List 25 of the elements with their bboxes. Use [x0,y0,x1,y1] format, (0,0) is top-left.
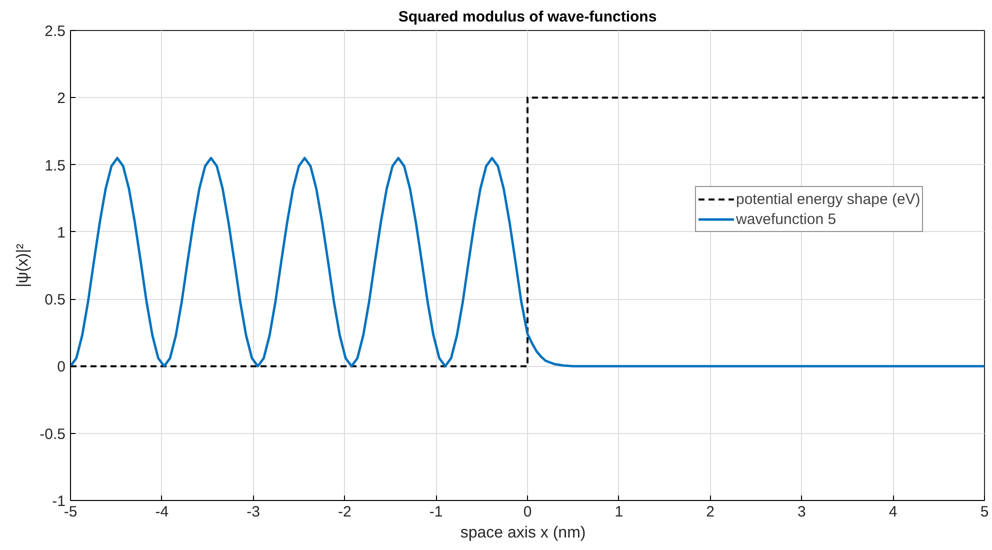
x-tick-label: -2 [338,504,352,520]
x-tick-label: 2 [706,504,714,520]
y-tick-label: 1 [57,224,66,242]
y-axis-title: |ψ(x)|² [14,242,32,288]
y-tick-label: -0.5 [40,426,66,443]
y-tick-label: 2.5 [44,23,66,40]
x-tick-label: 0 [523,504,532,520]
x-tick-label: -1 [429,504,443,520]
legend-label: wavefunction 5 [736,210,836,228]
y-tick-label: 2 [57,90,66,108]
y-tick-label: -1 [52,493,66,510]
line-series [70,156,984,368]
y-tick-label: 0.5 [44,292,66,309]
x-tick-label: -3 [246,504,260,520]
x-tick-label: 5 [980,504,989,520]
legend-label: potential energy shape (eV) [736,190,920,208]
chart-title: Squared modulus of wave-functions [398,8,657,26]
y-tick-label: 1.5 [44,157,66,174]
y-tick-label: 0 [57,358,66,376]
x-tick-label: -4 [155,504,169,520]
x-axis-title: space axis x (nm) [460,524,586,542]
x-tick-label: 3 [798,504,806,520]
x-tick-label: -5 [64,504,78,520]
x-tick-label: 1 [614,504,624,520]
x-tick-label: 4 [888,504,898,520]
